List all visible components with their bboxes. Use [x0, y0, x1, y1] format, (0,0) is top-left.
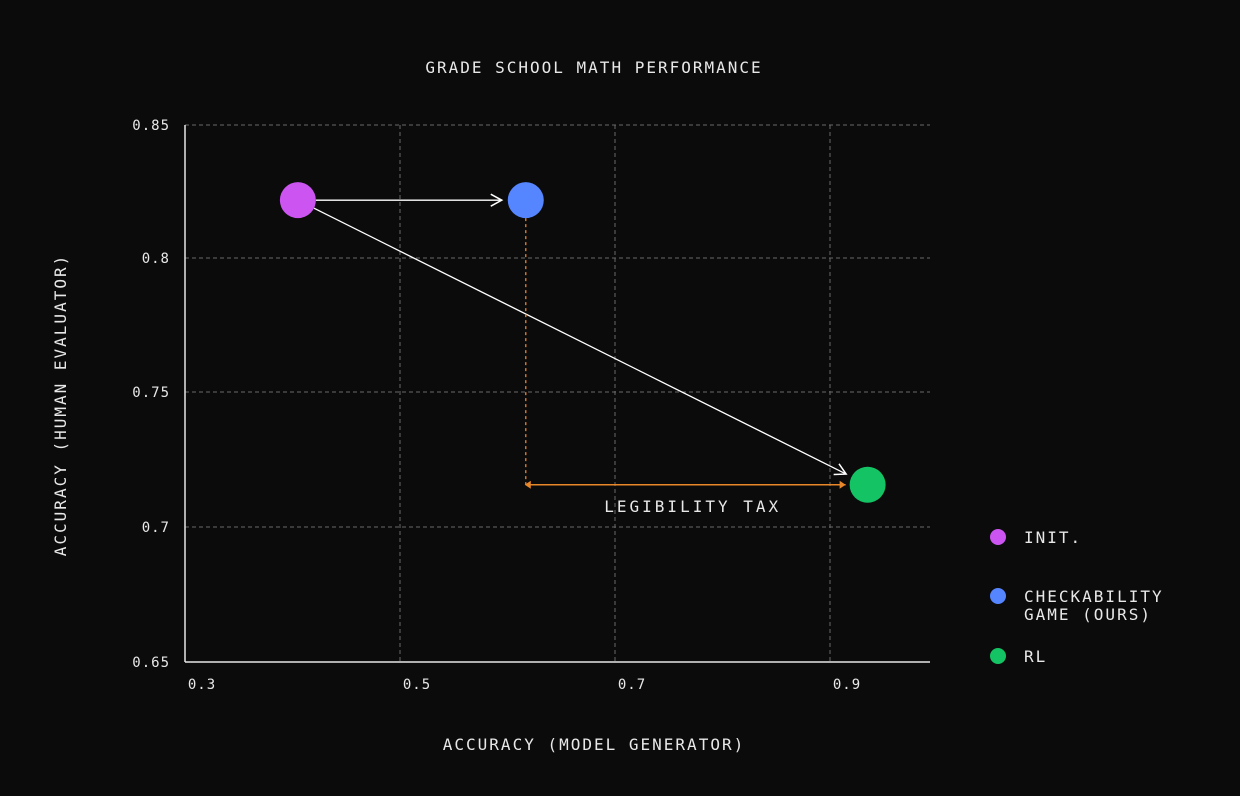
grid	[185, 124, 930, 662]
tax-arrowhead-left	[524, 480, 531, 489]
tax-label: LEGIBILITY TAX	[604, 497, 781, 516]
x-tick-labels: 0.3 0.5 0.7 0.9	[188, 677, 861, 693]
data-point	[507, 182, 544, 219]
x-tick-label: 0.7	[618, 677, 646, 693]
legend-label: GAME (OURS)	[1024, 605, 1152, 624]
data-points	[279, 182, 886, 503]
y-tick-label: 0.65	[132, 655, 170, 671]
x-axis-title: ACCURACY (MODEL GENERATOR)	[443, 735, 745, 754]
connector-lines	[313, 193, 848, 476]
legend-label: CHECKABILITY	[1024, 587, 1164, 606]
y-tick-label: 0.7	[142, 520, 170, 536]
x-tick-label: 0.5	[403, 677, 431, 693]
y-tick-label: 0.85	[132, 118, 170, 134]
chart-title: GRADE SCHOOL MATH PERFORMANCE	[425, 58, 762, 77]
y-axis-title: ACCURACY (HUMAN EVALUATOR)	[51, 254, 70, 556]
legend-marker	[990, 648, 1006, 664]
legend-label: RL	[1024, 647, 1047, 666]
legibility-tax-annotation: LEGIBILITY TAX	[524, 218, 846, 516]
axes	[184, 125, 930, 663]
legend-marker	[990, 588, 1006, 604]
tax-arrowhead-right	[839, 480, 846, 489]
y-tick-label: 0.8	[142, 251, 170, 267]
y-tick-labels: 0.85 0.8 0.75 0.7 0.65	[132, 118, 170, 671]
y-tick-label: 0.75	[132, 385, 170, 401]
legend-marker	[990, 529, 1006, 545]
legend-label: INIT.	[1024, 528, 1082, 547]
connector-arrow	[313, 207, 848, 476]
data-point	[849, 466, 886, 503]
x-tick-label: 0.9	[833, 677, 861, 693]
data-point	[279, 182, 316, 219]
x-tick-label: 0.3	[188, 677, 216, 693]
